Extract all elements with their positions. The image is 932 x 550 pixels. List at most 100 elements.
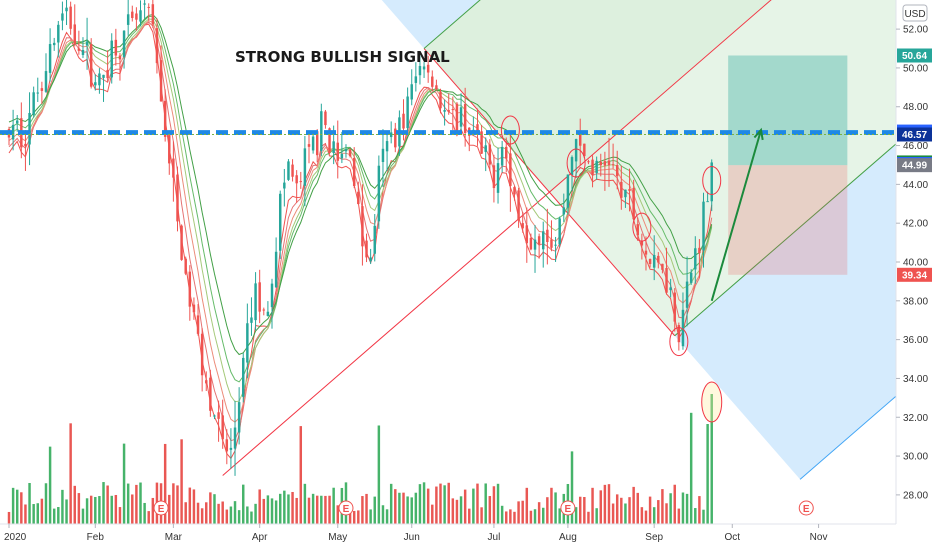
candle-body[interactable] — [529, 237, 533, 250]
candle-body[interactable] — [348, 149, 352, 157]
candle-body[interactable] — [274, 251, 278, 288]
candle-body[interactable] — [369, 257, 372, 262]
pitchfork-pivot-line[interactable] — [423, 48, 676, 337]
candle-body[interactable] — [352, 157, 356, 186]
highlight-circle[interactable] — [566, 148, 586, 178]
price-tag[interactable] — [897, 48, 932, 63]
candle-body[interactable] — [447, 110, 450, 112]
candle-body[interactable] — [143, 3, 146, 5]
candle-body[interactable] — [578, 134, 582, 146]
candle-body[interactable] — [665, 268, 668, 293]
candle-body[interactable] — [81, 50, 85, 55]
candle-body[interactable] — [102, 74, 105, 78]
candle-body[interactable] — [657, 255, 660, 263]
candle-body[interactable] — [394, 128, 397, 148]
candle-body[interactable] — [710, 162, 713, 202]
candle-body[interactable] — [40, 88, 44, 91]
candle-body[interactable] — [587, 161, 590, 163]
candle-body[interactable] — [303, 148, 307, 186]
candle-body[interactable] — [406, 96, 409, 129]
candle-body[interactable] — [689, 272, 693, 283]
candle-body[interactable] — [583, 143, 586, 157]
candle-body[interactable] — [254, 283, 257, 321]
candle-body[interactable] — [443, 110, 446, 112]
candle-body[interactable] — [44, 71, 48, 92]
candle-body[interactable] — [463, 104, 467, 133]
candle-body[interactable] — [110, 40, 113, 78]
candle-body[interactable] — [57, 24, 60, 43]
candle-body[interactable] — [291, 164, 294, 177]
candle-body[interactable] — [357, 191, 360, 205]
candle-body[interactable] — [151, 4, 155, 25]
candle-body[interactable] — [636, 224, 639, 236]
candle-body[interactable] — [98, 73, 101, 86]
price-tag[interactable] — [897, 158, 932, 173]
candle-body[interactable] — [205, 380, 208, 384]
candle-body[interactable] — [562, 207, 566, 215]
candle-body[interactable] — [459, 107, 463, 127]
candle-body[interactable] — [640, 240, 644, 246]
candle-body[interactable] — [706, 201, 709, 203]
candle-body[interactable] — [307, 144, 311, 147]
candle-body[interactable] — [558, 218, 561, 245]
candle-body[interactable] — [595, 160, 598, 174]
candle-body[interactable] — [505, 146, 508, 159]
candle-body[interactable] — [624, 189, 627, 198]
candle-body[interactable] — [525, 225, 529, 244]
candle-body[interactable] — [336, 142, 339, 161]
candle-body[interactable] — [200, 333, 204, 376]
candle-body[interactable] — [669, 287, 672, 291]
earnings-marker[interactable] — [798, 500, 814, 516]
candle-body[interactable] — [52, 42, 56, 46]
candle-body[interactable] — [237, 402, 241, 433]
highlight-circle[interactable] — [632, 212, 652, 242]
candle-body[interactable] — [15, 120, 19, 124]
candle-body[interactable] — [283, 182, 286, 189]
candle-body[interactable] — [85, 41, 89, 46]
candle-body[interactable] — [431, 76, 434, 87]
bullish-arrow[interactable] — [710, 129, 763, 302]
candle-body[interactable] — [435, 85, 438, 90]
candle-body[interactable] — [361, 206, 364, 247]
candle-body[interactable] — [61, 13, 64, 21]
earnings-marker[interactable] — [560, 500, 576, 516]
price-tag[interactable] — [897, 127, 932, 142]
candle-body[interactable] — [377, 165, 381, 222]
candle-body[interactable] — [155, 28, 159, 64]
candle-body[interactable] — [509, 153, 512, 186]
stop-loss-zone[interactable] — [728, 165, 848, 275]
candle-body[interactable] — [122, 30, 126, 58]
candle-body[interactable] — [320, 111, 323, 151]
candle-body[interactable] — [295, 175, 298, 184]
candle-body[interactable] — [652, 254, 656, 268]
candle-body[interactable] — [221, 415, 224, 440]
volume-highlight-circle[interactable] — [701, 381, 723, 423]
candle-body[interactable] — [661, 263, 664, 270]
candle-body[interactable] — [258, 282, 261, 312]
candle-body[interactable] — [607, 160, 611, 166]
candle-body[interactable] — [270, 283, 274, 308]
candle-body[interactable] — [455, 103, 459, 132]
candle-body[interactable] — [213, 415, 216, 417]
candle-body[interactable] — [344, 149, 348, 152]
candle-body[interactable] — [414, 76, 418, 83]
candle-body[interactable] — [94, 82, 97, 86]
candle-body[interactable] — [488, 144, 492, 165]
pitchfork-median-line[interactable] — [222, 0, 932, 476]
price-tag[interactable] — [897, 267, 932, 282]
candle-body[interactable] — [385, 141, 389, 152]
candle-body[interactable] — [262, 309, 266, 311]
candle-body[interactable] — [480, 131, 483, 154]
earnings-marker[interactable] — [153, 500, 169, 516]
candle-body[interactable] — [533, 239, 537, 250]
candle-body[interactable] — [496, 163, 500, 193]
candle-body[interactable] — [209, 377, 212, 411]
candle-body[interactable] — [402, 113, 405, 129]
candle-body[interactable] — [615, 165, 619, 177]
candle-body[interactable] — [599, 161, 603, 166]
candle-body[interactable] — [685, 281, 689, 308]
candle-body[interactable] — [114, 39, 118, 56]
candle-body[interactable] — [517, 190, 520, 221]
candle-body[interactable] — [439, 91, 442, 109]
candle-body[interactable] — [131, 11, 134, 18]
